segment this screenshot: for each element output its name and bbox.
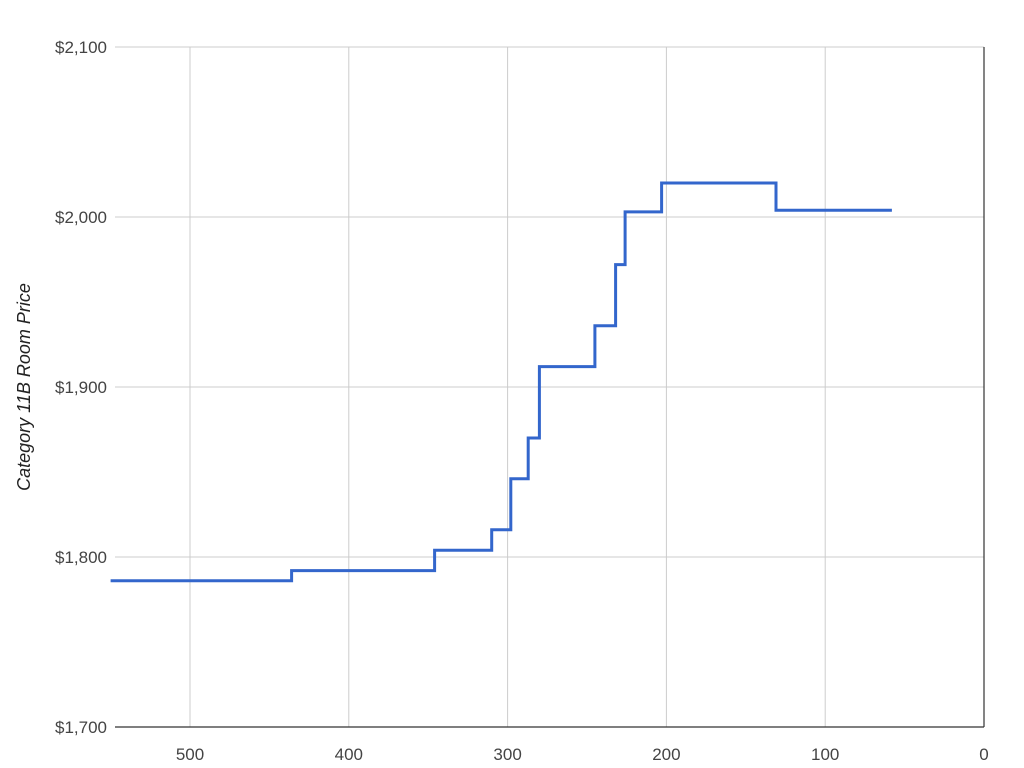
y-tick-label: $2,000 bbox=[55, 208, 107, 227]
y-tick-label: $1,700 bbox=[55, 718, 107, 737]
y-tick-label: $1,900 bbox=[55, 378, 107, 397]
x-tick-label: 100 bbox=[811, 745, 839, 764]
price-series-line bbox=[110, 181, 892, 583]
y-tick-labels: $1,700 $1,800 $1,900 $2,000 $2,100 bbox=[55, 38, 107, 737]
x-tick-labels: 500 400 300 200 100 0 bbox=[176, 745, 989, 764]
y-axis-title: Category 11B Room Price bbox=[14, 283, 34, 491]
x-tick-label: 400 bbox=[335, 745, 363, 764]
y-tick-label: $1,800 bbox=[55, 548, 107, 567]
series-layer bbox=[110, 181, 892, 583]
x-tick-label: 200 bbox=[652, 745, 680, 764]
x-tick-label: 0 bbox=[979, 745, 988, 764]
gridlines bbox=[115, 46, 984, 727]
axes bbox=[115, 47, 985, 728]
y-tick-label: $2,100 bbox=[55, 38, 107, 57]
x-tick-label: 500 bbox=[176, 745, 204, 764]
x-tick-label: 300 bbox=[493, 745, 521, 764]
